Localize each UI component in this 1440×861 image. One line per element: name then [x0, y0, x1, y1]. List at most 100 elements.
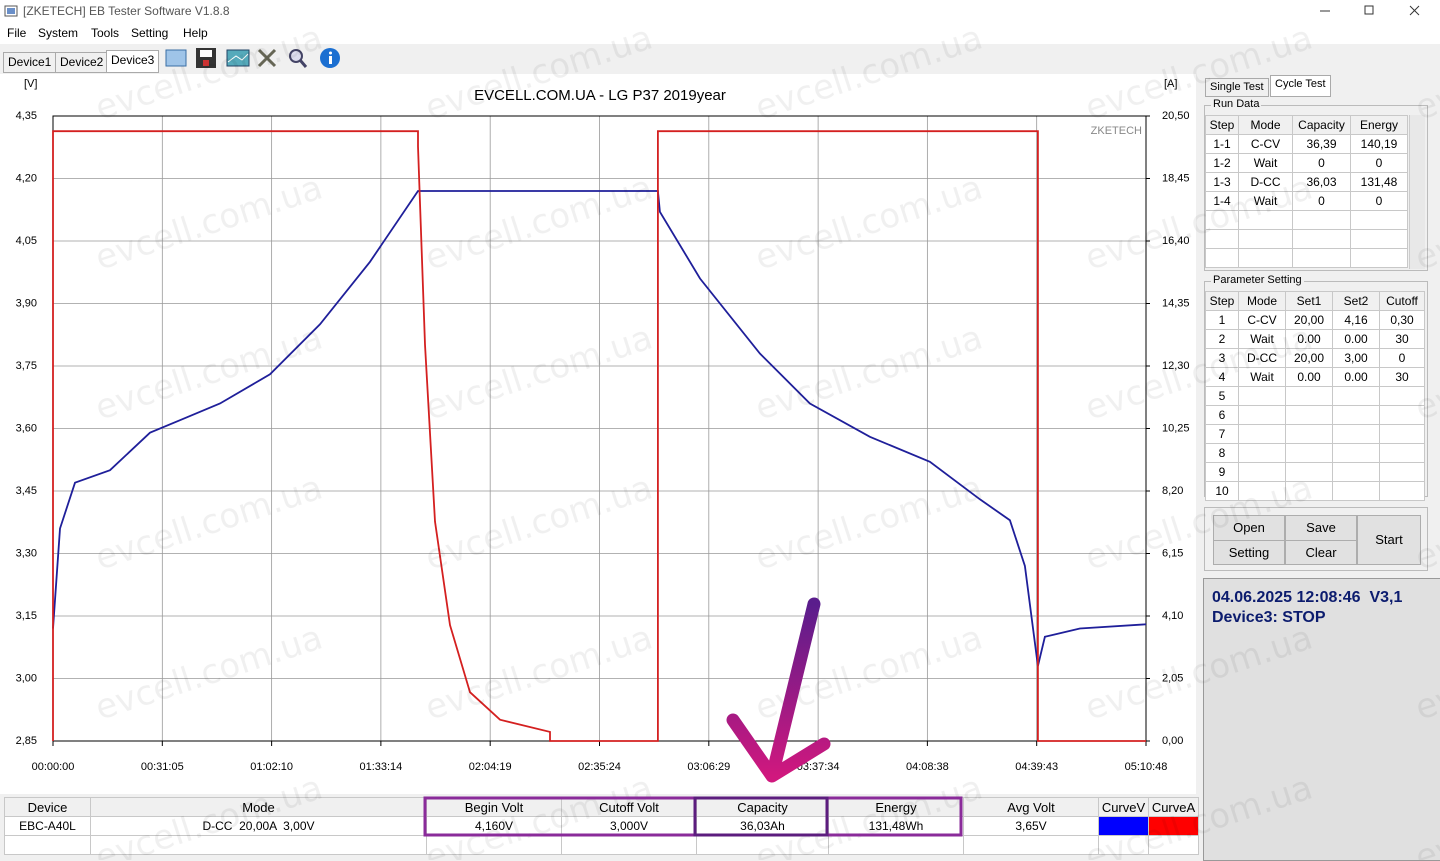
table-row[interactable]: 4 Wait 0.00 0.00 30 — [1205, 367, 1425, 387]
column-header: Capacity — [696, 797, 829, 817]
table-row[interactable]: 6 — [1205, 405, 1425, 425]
table-cell: Wait — [1238, 153, 1293, 173]
table-row[interactable]: 1-1 C-CV 36,39 140,19 — [1205, 134, 1408, 154]
table-row[interactable]: 1 C-CV 20,00 4,16 0,30 — [1205, 310, 1425, 330]
table: Step Mode Set1 Set2 Cutoff 1 C-CV 20,00 4,16 0,30… — [1205, 291, 1425, 501]
table-cell: 0.00 — [1332, 329, 1380, 349]
button[interactable]: Save — [1285, 515, 1357, 541]
table-cell: 0 — [1350, 153, 1408, 173]
button[interactable]: Open — [1213, 515, 1285, 541]
button[interactable]: Clear — [1285, 540, 1357, 565]
table-row[interactable]: 1-4 Wait 0 0 — [1205, 191, 1408, 211]
button[interactable]: Start — [1357, 515, 1421, 565]
table-row[interactable] — [1205, 229, 1408, 249]
y-tick-label: 3,60 — [16, 422, 37, 434]
table-row[interactable]: 3 D-CC 20,00 3,00 0 — [1205, 348, 1425, 368]
table-cell — [1379, 481, 1425, 501]
chart-icon[interactable] — [226, 49, 250, 67]
y-tick-label: 3,30 — [16, 547, 37, 559]
menu-item[interactable]: Help — [183, 26, 208, 40]
y-tick-label: 4,20 — [16, 172, 37, 184]
table-cell: 6 — [1205, 405, 1239, 425]
menu-item[interactable]: Tools — [91, 26, 120, 40]
table-cell — [1238, 443, 1286, 463]
table-row[interactable]: 10 — [1205, 481, 1425, 501]
table-cell — [1285, 443, 1333, 463]
table-cell: 0 — [1350, 191, 1408, 211]
table-row[interactable]: 5 — [1205, 386, 1425, 406]
table-row[interactable]: 8 — [1205, 443, 1425, 463]
table-row[interactable] — [1205, 210, 1408, 230]
scrollbar — [1409, 115, 1425, 269]
button[interactable]: Setting — [1213, 540, 1285, 565]
header-row: Step Mode Set1 Set2 Cutoff — [1205, 291, 1425, 311]
menu-item[interactable]: File — [7, 26, 27, 40]
table-cell — [1238, 405, 1286, 425]
x-tick-label: 00:31:05 — [141, 761, 184, 773]
table-cell: 36,39 — [1292, 134, 1351, 154]
x-tick-label: 03:37:34 — [797, 761, 840, 773]
tools-icon[interactable] — [257, 48, 277, 68]
toolbar — [165, 48, 340, 68]
series-line — [52, 130, 1146, 742]
table-cell — [1292, 248, 1351, 268]
legend-label: CurveV — [1098, 797, 1149, 817]
column-header: Mode — [1238, 291, 1286, 311]
table-cell — [1350, 210, 1408, 230]
table-cell: 0 — [1379, 348, 1425, 368]
side-tab[interactable]: Cycle Test — [1270, 75, 1331, 97]
y-tick-label: 2,85 — [16, 735, 37, 747]
table-cell: 36,03Ah — [696, 816, 829, 836]
y-tick-label: 3,90 — [16, 297, 37, 309]
table-cell: 1 — [1205, 310, 1239, 330]
table-cell — [1379, 443, 1425, 463]
device-tab[interactable]: Device3 — [106, 50, 160, 73]
status-panel: 04.06.2025 12:08:46 V3,1 Device3: STOP — [1203, 578, 1440, 861]
table-cell: 0 — [1292, 191, 1351, 211]
window-controls[interactable] — [1300, 0, 1440, 22]
table-cell: 0.00 — [1285, 367, 1333, 387]
column-header: Mode — [90, 797, 427, 817]
table-cell: Wait — [1238, 329, 1286, 349]
table-cell — [1238, 462, 1286, 482]
device-tab[interactable]: Device1 — [3, 52, 57, 73]
x-tick-label: 00:00:00 — [32, 761, 75, 773]
table-cell — [1098, 835, 1149, 855]
table-cell — [1379, 462, 1425, 482]
column-header: Avg Volt — [963, 797, 1099, 817]
table-cell: 36,03 — [1292, 172, 1351, 192]
x-tick-label: 03:06:29 — [687, 761, 730, 773]
search-icon[interactable] — [289, 49, 303, 63]
table-cell: 20,00 — [1285, 348, 1333, 368]
table-row — [4, 835, 1199, 855]
table-cell — [1292, 229, 1351, 249]
side-tab[interactable]: Single Test — [1205, 78, 1269, 97]
status-device: Device3: STOP — [1212, 609, 1326, 626]
y-tick-label: 3,45 — [16, 485, 37, 497]
table-row[interactable]: 1-2 Wait 0 0 — [1205, 153, 1408, 173]
table-cell: 2 — [1205, 329, 1239, 349]
y2-tick-label: 4,10 — [1162, 610, 1183, 622]
table-row[interactable] — [1205, 248, 1408, 268]
menu-item[interactable]: System — [38, 26, 79, 40]
menu-item[interactable]: Setting — [131, 26, 169, 40]
data-table: Step Mode Capacity Energy 1-1 C-CV 36,39 140,19… — [1205, 115, 1408, 268]
table-cell — [1350, 229, 1408, 249]
table-cell: 1-3 — [1205, 172, 1239, 192]
table-cell — [561, 835, 697, 855]
y2-tick-label: 10,25 — [1162, 422, 1190, 434]
table-row[interactable]: 1-3 D-CC 36,03 131,48 — [1205, 172, 1408, 192]
table-row[interactable]: 9 — [1205, 462, 1425, 482]
device-tab[interactable]: Device2 — [55, 52, 109, 73]
table-row[interactable]: 7 — [1205, 424, 1425, 444]
table-cell: 131,48Wh — [828, 816, 964, 836]
y2-tick-label: 14,35 — [1162, 297, 1190, 309]
table-cell — [1379, 405, 1425, 425]
table-cell — [1285, 462, 1333, 482]
open-icon[interactable] — [165, 49, 187, 67]
table-cell — [1379, 424, 1425, 444]
table-cell: 3,000V — [561, 816, 697, 836]
y-tick-label: 4,05 — [16, 235, 37, 247]
table-row[interactable]: 2 Wait 0.00 0.00 30 — [1205, 329, 1425, 349]
